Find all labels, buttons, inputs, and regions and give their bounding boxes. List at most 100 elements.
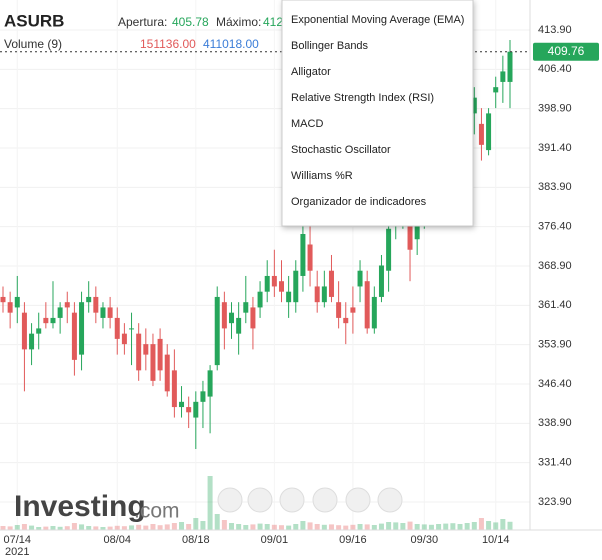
candle-body <box>86 296 92 303</box>
volume-bar <box>7 526 13 530</box>
menu-item[interactable]: Bollinger Bands <box>291 40 369 52</box>
volume-bar <box>321 524 327 530</box>
high-label: Máximo: <box>216 15 261 29</box>
volume-bar <box>307 522 313 530</box>
volume-bar <box>57 526 63 530</box>
candle-body <box>129 328 135 330</box>
volume-bar <box>507 521 513 530</box>
volume-bar <box>350 524 356 530</box>
volume-bar <box>378 523 384 530</box>
candle-body <box>0 296 6 303</box>
candle-body <box>507 51 513 82</box>
candle-body <box>229 312 235 324</box>
menu-item[interactable]: Stochastic Oscillator <box>291 144 391 156</box>
nav-button[interactable] <box>279 487 305 513</box>
header: ASURB Apertura: 405.78 Máximo: 412 Volum… <box>4 11 283 51</box>
last-price-box <box>533 42 599 61</box>
menu-panel <box>281 0 474 227</box>
candle-body <box>343 317 349 324</box>
volume-bar <box>43 526 49 530</box>
volume-bar <box>428 524 434 530</box>
volume-bar <box>421 524 427 530</box>
candle-body <box>150 344 156 381</box>
volume-bar <box>14 525 20 530</box>
volume-bar <box>264 524 270 530</box>
candle-body <box>493 87 499 93</box>
volume-bar <box>136 524 142 530</box>
volume-bar <box>221 520 227 530</box>
candle-body <box>386 228 392 271</box>
volume-bar <box>236 524 242 530</box>
y-tick-label: 391.40 <box>538 142 572 154</box>
candle-body <box>179 401 185 408</box>
candle-body <box>121 333 127 345</box>
volume-bar <box>314 524 320 530</box>
nav-button[interactable] <box>312 487 338 513</box>
candle-body <box>293 270 299 303</box>
volume-bar <box>436 524 442 530</box>
candle-body <box>350 307 356 313</box>
candle-body <box>43 317 49 324</box>
nav-button[interactable] <box>345 487 371 513</box>
volume-bar <box>328 524 334 530</box>
x-tick-label: 07/14 <box>4 534 32 546</box>
volume-bar <box>257 523 263 530</box>
volume-bar <box>93 526 99 530</box>
volume-bar <box>0 526 6 530</box>
menu-item[interactable]: Alligator <box>291 66 331 78</box>
volume-bar <box>21 524 27 530</box>
nav-button[interactable] <box>377 487 403 513</box>
menu-item[interactable]: Relative Strength Index (RSI) <box>291 92 434 104</box>
candle-body <box>143 344 149 355</box>
volume-bar <box>179 522 185 530</box>
nav-button[interactable] <box>217 487 243 513</box>
y-tick-label: 346.40 <box>538 378 572 390</box>
volume-bar <box>443 523 449 530</box>
volume-bar <box>200 521 206 530</box>
x-tick-label: 09/16 <box>339 534 367 546</box>
menu-item[interactable]: MACD <box>291 118 323 130</box>
indicator-menu[interactable]: Exponential Moving Average (EMA) Bollinge… <box>281 0 474 227</box>
nav-button[interactable] <box>247 487 273 513</box>
candle-body <box>314 286 320 303</box>
candle-body <box>93 296 99 313</box>
volume-bar <box>457 524 463 530</box>
candle-body <box>29 333 35 350</box>
volume-bar <box>386 522 392 530</box>
candle-body <box>486 113 492 151</box>
volume-bar <box>157 525 163 530</box>
volume-bar <box>450 523 456 530</box>
volume-bar <box>286 525 292 530</box>
volume-bar <box>193 518 199 530</box>
candle-body <box>214 296 220 366</box>
candle-body <box>264 275 270 292</box>
volume-bar <box>107 526 113 530</box>
candle-body <box>14 296 20 308</box>
candle-body <box>500 71 506 82</box>
candle-body <box>407 218 413 250</box>
nav-buttons[interactable] <box>217 487 403 513</box>
volume-bar <box>414 524 420 530</box>
y-tick-label: 331.40 <box>538 457 572 469</box>
menu-item[interactable]: Organizador de indicadores <box>291 196 427 208</box>
candle-body <box>414 223 420 240</box>
volume-bar <box>400 523 406 530</box>
logo-suffix: .com <box>134 500 180 523</box>
volume-bar <box>250 524 256 530</box>
volume-bar <box>29 525 35 530</box>
high-value: 412 <box>263 15 283 29</box>
candle-body <box>200 391 206 402</box>
y-tick-label: 338.90 <box>538 417 572 429</box>
volume-bar <box>371 525 377 530</box>
volume-bar <box>114 525 120 530</box>
logo-brand: Investing <box>14 490 146 523</box>
menu-item[interactable]: Williams %R <box>291 170 353 182</box>
candle-body <box>164 354 170 392</box>
volume-bar <box>229 523 235 530</box>
volume-label: Volume (9) <box>4 37 62 51</box>
candle-body <box>307 244 313 271</box>
menu-item[interactable]: Exponential Moving Average (EMA) <box>291 14 464 26</box>
y-tick-label: 368.90 <box>538 260 572 272</box>
volume-bar <box>71 523 77 530</box>
volume-bar <box>64 526 70 530</box>
